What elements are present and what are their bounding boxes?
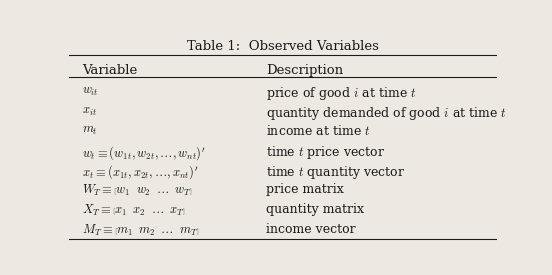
Text: income vector: income vector <box>266 223 355 236</box>
Text: $x_t \equiv (x_{1t}, x_{2t}, \ldots, x_{nt})^{\prime}$: $x_t \equiv (x_{1t}, x_{2t}, \ldots, x_{… <box>82 164 198 182</box>
Text: $w_t \equiv (w_{1t}, w_{2t}, \ldots, w_{nt})^{\prime}$: $w_t \equiv (w_{1t}, w_{2t}, \ldots, w_{… <box>82 144 205 162</box>
Text: $W_T \equiv \left[w_1 \;\; w_2 \;\; \ldots \;\; w_T\right]$: $W_T \equiv \left[w_1 \;\; w_2 \;\; \ldo… <box>82 183 193 199</box>
Text: quantity matrix: quantity matrix <box>266 203 364 216</box>
Text: $m_t$: $m_t$ <box>82 124 98 137</box>
Text: income at time $t$: income at time $t$ <box>266 124 370 138</box>
Text: price matrix: price matrix <box>266 183 343 196</box>
Text: Variable: Variable <box>82 64 137 77</box>
Text: $M_T \equiv \left[m_1 \;\; m_2 \;\; \ldots \;\; m_T\right]$: $M_T \equiv \left[m_1 \;\; m_2 \;\; \ldo… <box>82 223 199 238</box>
Text: quantity demanded of good $i$ at time $t$: quantity demanded of good $i$ at time $t… <box>266 104 507 122</box>
Text: $w_{it}$: $w_{it}$ <box>82 85 99 98</box>
Text: Table 1:  Observed Variables: Table 1: Observed Variables <box>187 40 379 53</box>
Text: $x_{it}$: $x_{it}$ <box>82 104 97 118</box>
Text: $X_T \equiv \left[x_1 \;\; x_2 \;\; \ldots \;\; x_T\right]$: $X_T \equiv \left[x_1 \;\; x_2 \;\; \ldo… <box>82 203 186 218</box>
Text: price of good $i$ at time $t$: price of good $i$ at time $t$ <box>266 85 416 102</box>
Text: time $t$ quantity vector: time $t$ quantity vector <box>266 164 405 181</box>
Text: time $t$ price vector: time $t$ price vector <box>266 144 385 161</box>
Text: Description: Description <box>266 64 343 77</box>
